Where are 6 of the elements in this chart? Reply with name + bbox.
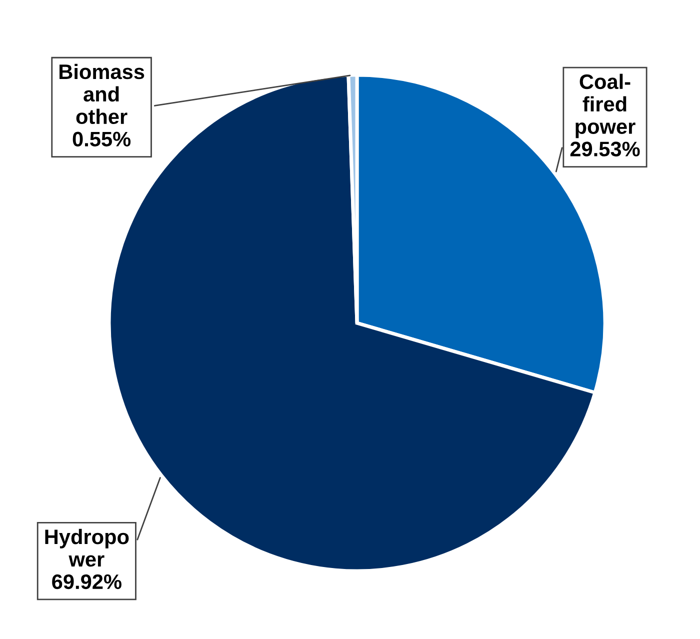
- slice-label: Biomass and other: [60, 64, 144, 124]
- slice-label: Hydropower: [45, 528, 129, 567]
- data-label: 0.55%: [72, 132, 131, 146]
- data-label: 69.92%: [52, 574, 122, 590]
- slice-label: Coal-fired power: [576, 74, 636, 138]
- data-label: 29.53%: [570, 142, 640, 156]
